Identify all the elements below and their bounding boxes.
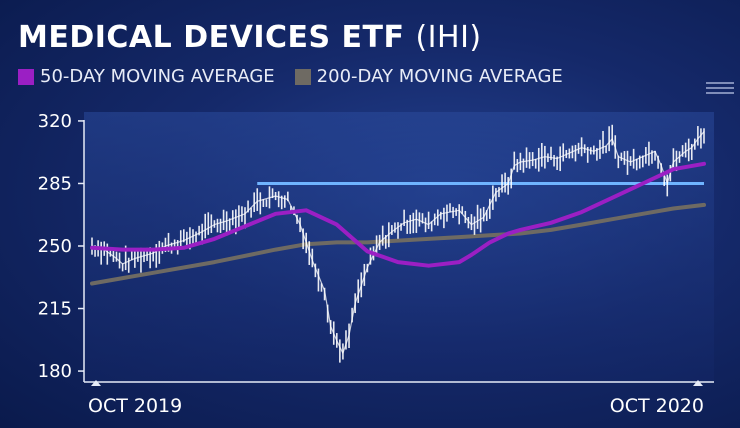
legend-entry-200-day: 200-DAY MOVING AVERAGE <box>294 66 563 87</box>
series-50-day-moving-average <box>90 161 706 268</box>
y-tick-label-215: 215 <box>38 299 72 320</box>
x-axis-ticks: OCT 2019 OCT 2020 <box>88 380 704 417</box>
legend: 50-DAY MOVING AVERAGE 200-DAY MOVING AVE… <box>18 66 583 87</box>
legend-label-50-day: 50-DAY MOVING AVERAGE <box>40 66 275 87</box>
x-tick-label-0: OCT 2019 <box>88 395 182 417</box>
title-ticker: (IHI) <box>415 20 482 55</box>
decorative-lines <box>706 82 734 97</box>
chart-title: MEDICAL DEVICES ETF (IHI) <box>18 20 482 55</box>
legend-swatch-50-day <box>18 68 34 85</box>
title-main: MEDICAL DEVICES ETF <box>18 20 405 55</box>
legend-swatch-200-day <box>294 68 311 85</box>
legend-entry-50-day: 50-DAY MOVING AVERAGE <box>18 66 275 87</box>
series-layer <box>90 124 706 363</box>
x-tick-marker-1 <box>693 380 703 386</box>
legend-label-200-day: 200-DAY MOVING AVERAGE <box>316 66 563 87</box>
y-tick-label-320: 320 <box>38 111 72 132</box>
price-series-line <box>91 131 705 354</box>
y-tick-label-180: 180 <box>38 361 72 382</box>
y-axis-ticks: 180 215 250 285 320 <box>38 111 84 382</box>
y-tick-label-250: 250 <box>38 236 72 257</box>
x-tick-marker-0 <box>91 380 101 386</box>
series-200-day-moving-average <box>90 202 706 286</box>
y-tick-label-285: 285 <box>38 173 72 194</box>
x-tick-label-1: OCT 2020 <box>610 395 704 417</box>
